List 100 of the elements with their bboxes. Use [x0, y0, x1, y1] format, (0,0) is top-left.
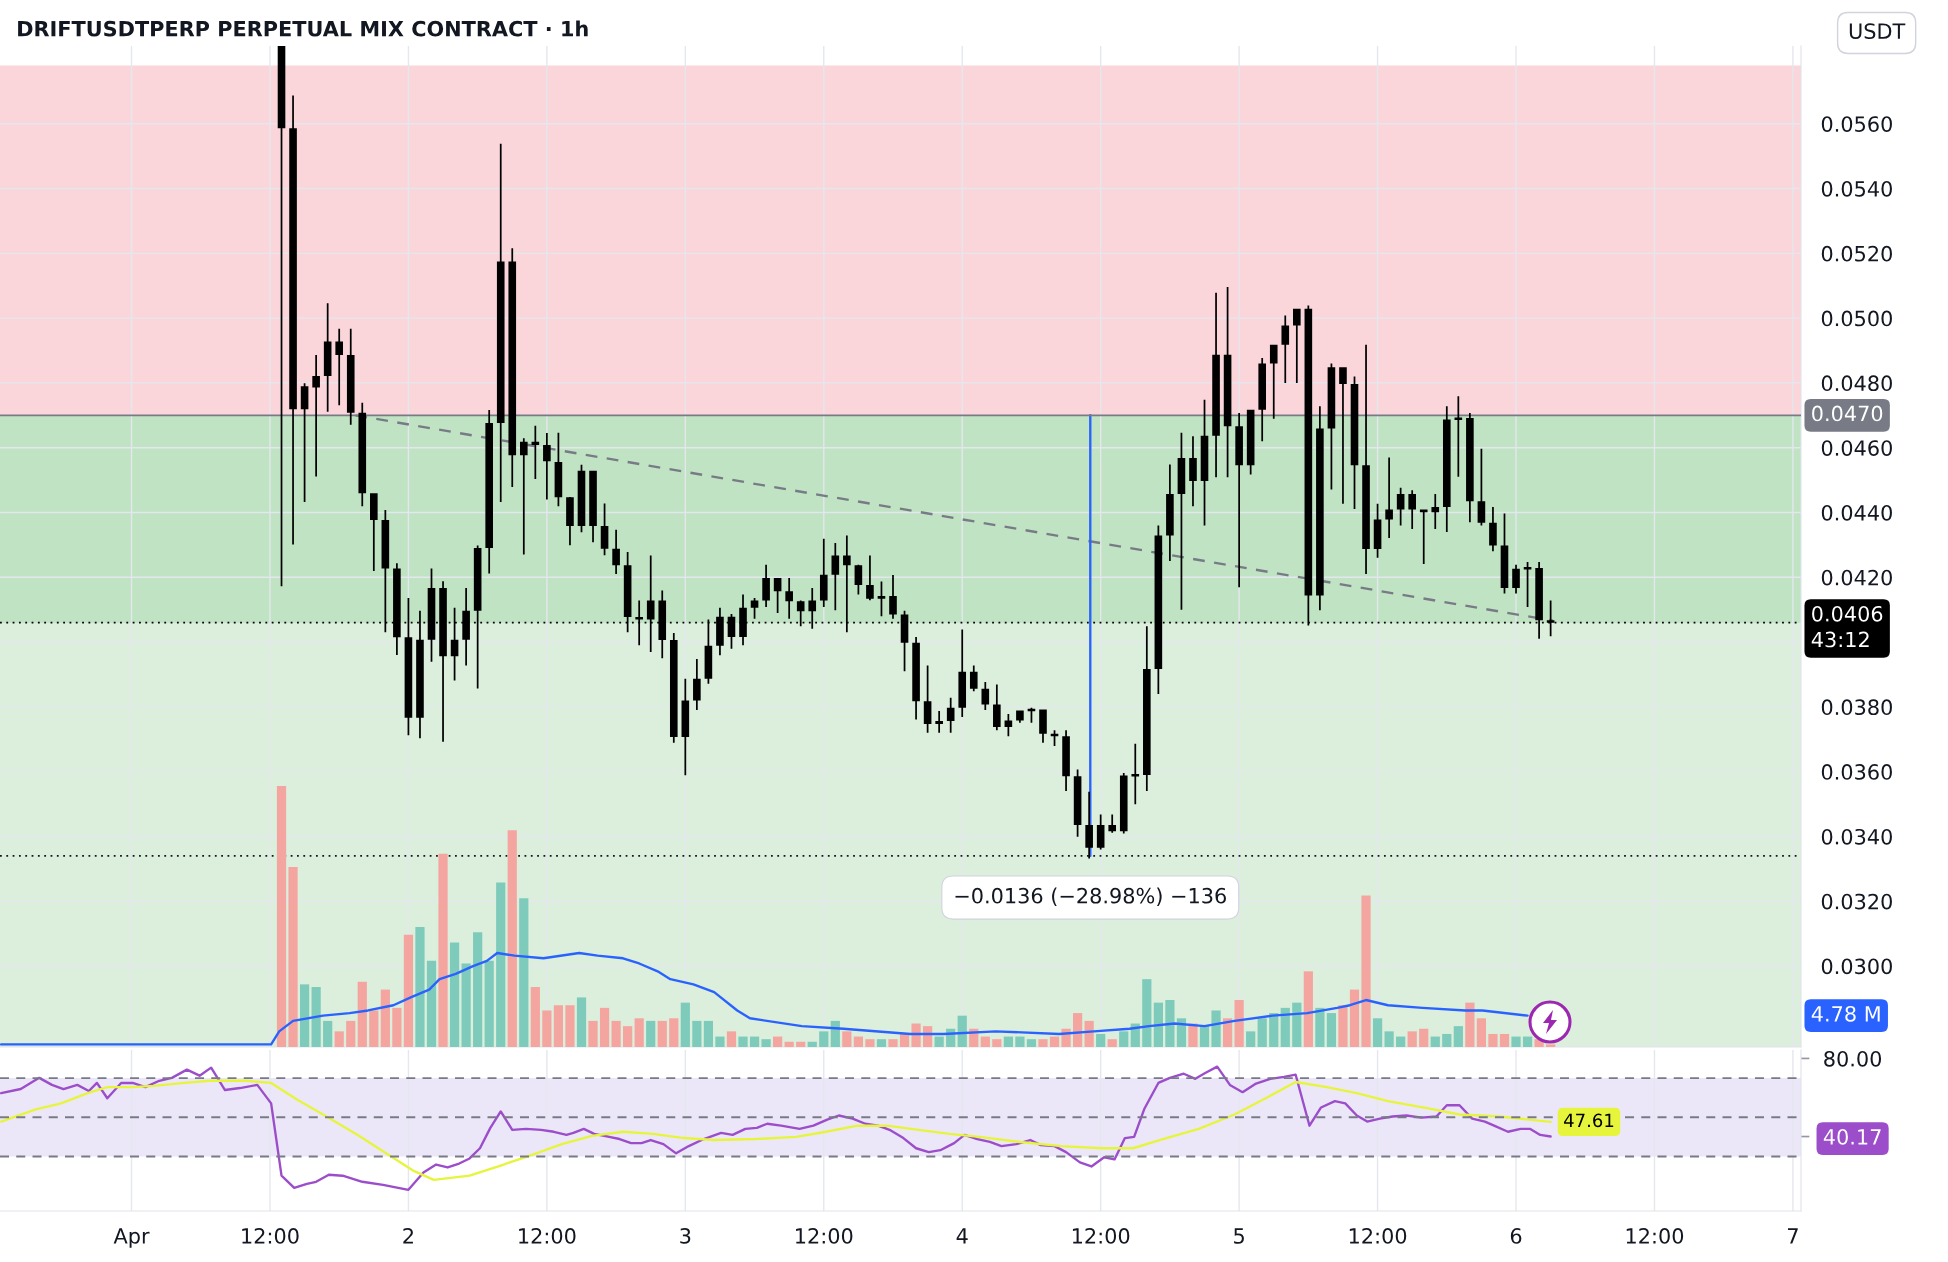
candlestick [543, 433, 551, 500]
bar [1499, 1033, 1510, 1047]
y-tick-label: 0.0560 [1821, 116, 1892, 132]
bar [288, 866, 298, 1047]
bar [1246, 1031, 1256, 1047]
bar [438, 853, 448, 1047]
bar [1153, 1002, 1163, 1047]
candlestick [635, 600, 643, 646]
bar [1176, 1018, 1187, 1047]
bar [276, 786, 287, 1047]
candlestick [693, 658, 701, 711]
bar [669, 1018, 679, 1047]
x-tick-label: 6 [1510, 1228, 1522, 1244]
candlestick [1246, 409, 1255, 475]
bar [1188, 1023, 1198, 1047]
bar [1396, 1036, 1406, 1047]
bar [530, 986, 540, 1047]
bar [1453, 1026, 1463, 1047]
bar [1234, 1000, 1244, 1047]
bar [484, 960, 494, 1047]
x-tick-label: 7 [1788, 1228, 1798, 1244]
candlestick [1316, 406, 1324, 611]
x-tick-label: 12:00 [519, 1228, 576, 1244]
x-tick-label: 12:00 [796, 1228, 853, 1244]
bar [1211, 1010, 1221, 1047]
candlestick [969, 665, 978, 692]
candlestick [1073, 769, 1082, 837]
bar [657, 1020, 667, 1047]
candlestick [1039, 709, 1047, 743]
bar [542, 1010, 552, 1047]
y-tick-label: 0.0420 [1821, 569, 1892, 586]
bar [726, 1031, 737, 1047]
bar [992, 1039, 1002, 1047]
bar [646, 1020, 656, 1047]
y-tick-label: 0.0380 [1821, 699, 1892, 716]
bar [865, 1039, 875, 1047]
candlestick [1293, 308, 1301, 383]
bar [576, 997, 587, 1047]
y-tick-label: 80.00 [1824, 1050, 1882, 1067]
text: 4.78 M [1811, 1005, 1880, 1022]
candlestick [935, 711, 943, 733]
bar [461, 963, 471, 1047]
ref-line-label: 0.0406 43:12 [1811, 605, 1883, 648]
y-axis-title: USDT [1849, 23, 1906, 40]
candlestick [289, 95, 297, 545]
bar [1003, 1036, 1013, 1047]
bar [1419, 1028, 1429, 1047]
bar [1257, 1018, 1267, 1047]
candlestick [1339, 367, 1347, 504]
bar [1511, 1036, 1521, 1047]
candlestick [1189, 436, 1197, 507]
bar [1303, 971, 1313, 1047]
x-tick-label: 2 [403, 1228, 413, 1244]
candlestick [1419, 509, 1428, 564]
bar [1026, 1039, 1037, 1047]
bar [853, 1036, 863, 1047]
ref-line-label: 0.0470 [1812, 405, 1883, 422]
candlestick [358, 402, 367, 507]
candlestick [1119, 772, 1128, 834]
bar [1476, 1018, 1487, 1047]
x-tick-label: 4 [956, 1228, 968, 1244]
bar [1546, 1044, 1556, 1047]
candlestick [1062, 730, 1070, 792]
bar [565, 1005, 575, 1047]
bar [1199, 1026, 1210, 1047]
candlestick [496, 143, 505, 503]
bar [888, 1039, 898, 1047]
candlestick [831, 542, 840, 611]
candlestick [1431, 494, 1440, 530]
bar [899, 1033, 910, 1047]
candlestick [1396, 487, 1405, 526]
bar [934, 1036, 944, 1047]
bar [784, 1041, 794, 1047]
bar [599, 1007, 610, 1047]
bar [496, 882, 506, 1047]
bar [380, 989, 390, 1047]
candlestick [1466, 413, 1474, 523]
bar [980, 1036, 990, 1047]
candlestick [1258, 357, 1267, 442]
candlestick [993, 684, 1001, 731]
candlestick [312, 355, 320, 477]
bar [357, 981, 367, 1047]
bar [323, 1020, 333, 1047]
bar [1488, 1033, 1498, 1047]
data-label: 47.61 [1564, 1113, 1614, 1128]
bar [738, 1036, 748, 1047]
candlestick [981, 681, 990, 711]
candlestick [346, 328, 355, 425]
bar [1142, 979, 1152, 1047]
candlestick [566, 496, 574, 546]
bar [553, 1005, 564, 1047]
candlestick [1212, 292, 1220, 478]
bar [449, 942, 460, 1047]
bar [392, 1007, 402, 1047]
y-tick-label: 40.17 [1823, 1128, 1881, 1145]
candlestick [1385, 457, 1393, 539]
x-tick-label: 5 [1234, 1228, 1244, 1244]
candlestick [1108, 814, 1117, 833]
bar [1384, 1031, 1394, 1047]
bar [1038, 1039, 1048, 1047]
